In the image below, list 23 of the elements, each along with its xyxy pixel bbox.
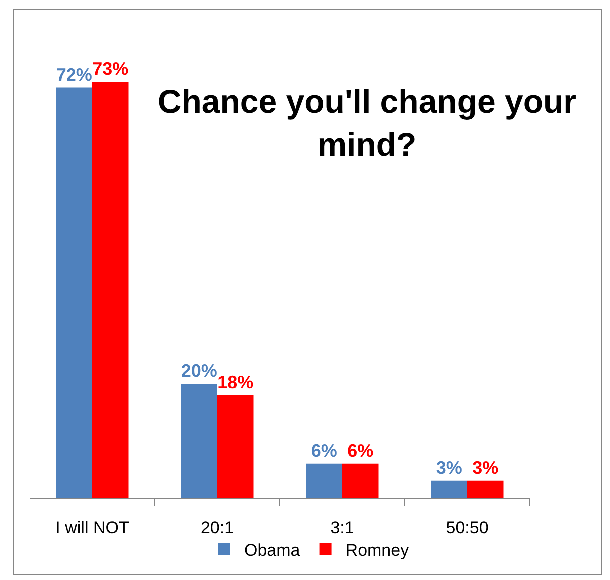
bar bbox=[431, 480, 468, 498]
bar bbox=[92, 82, 129, 498]
bar bbox=[56, 88, 92, 498]
bar bbox=[342, 464, 379, 498]
text: Chance you'll change your mind? bbox=[158, 83, 577, 163]
bar bbox=[306, 464, 342, 498]
data-label: 73% bbox=[92, 59, 129, 80]
bar bbox=[468, 480, 504, 498]
x-tick-label: I will NOT bbox=[56, 518, 130, 538]
data-label: 6% bbox=[311, 440, 338, 461]
bar bbox=[181, 384, 218, 498]
legend-label: Romney bbox=[346, 541, 410, 560]
data-label: 3% bbox=[436, 458, 462, 478]
data-label: 18% bbox=[218, 372, 254, 392]
data-label: 6% bbox=[348, 440, 374, 461]
data-label: 72% bbox=[56, 64, 92, 85]
data-label: 3% bbox=[472, 458, 499, 478]
legend-label: Obama bbox=[244, 541, 301, 560]
data-label: 20% bbox=[181, 361, 218, 382]
x-tick-label: 50:50 bbox=[446, 518, 489, 538]
bar bbox=[218, 395, 254, 498]
x-tick-label: 3:1 bbox=[330, 518, 354, 538]
x-tick-label: 20:1 bbox=[200, 518, 234, 538]
